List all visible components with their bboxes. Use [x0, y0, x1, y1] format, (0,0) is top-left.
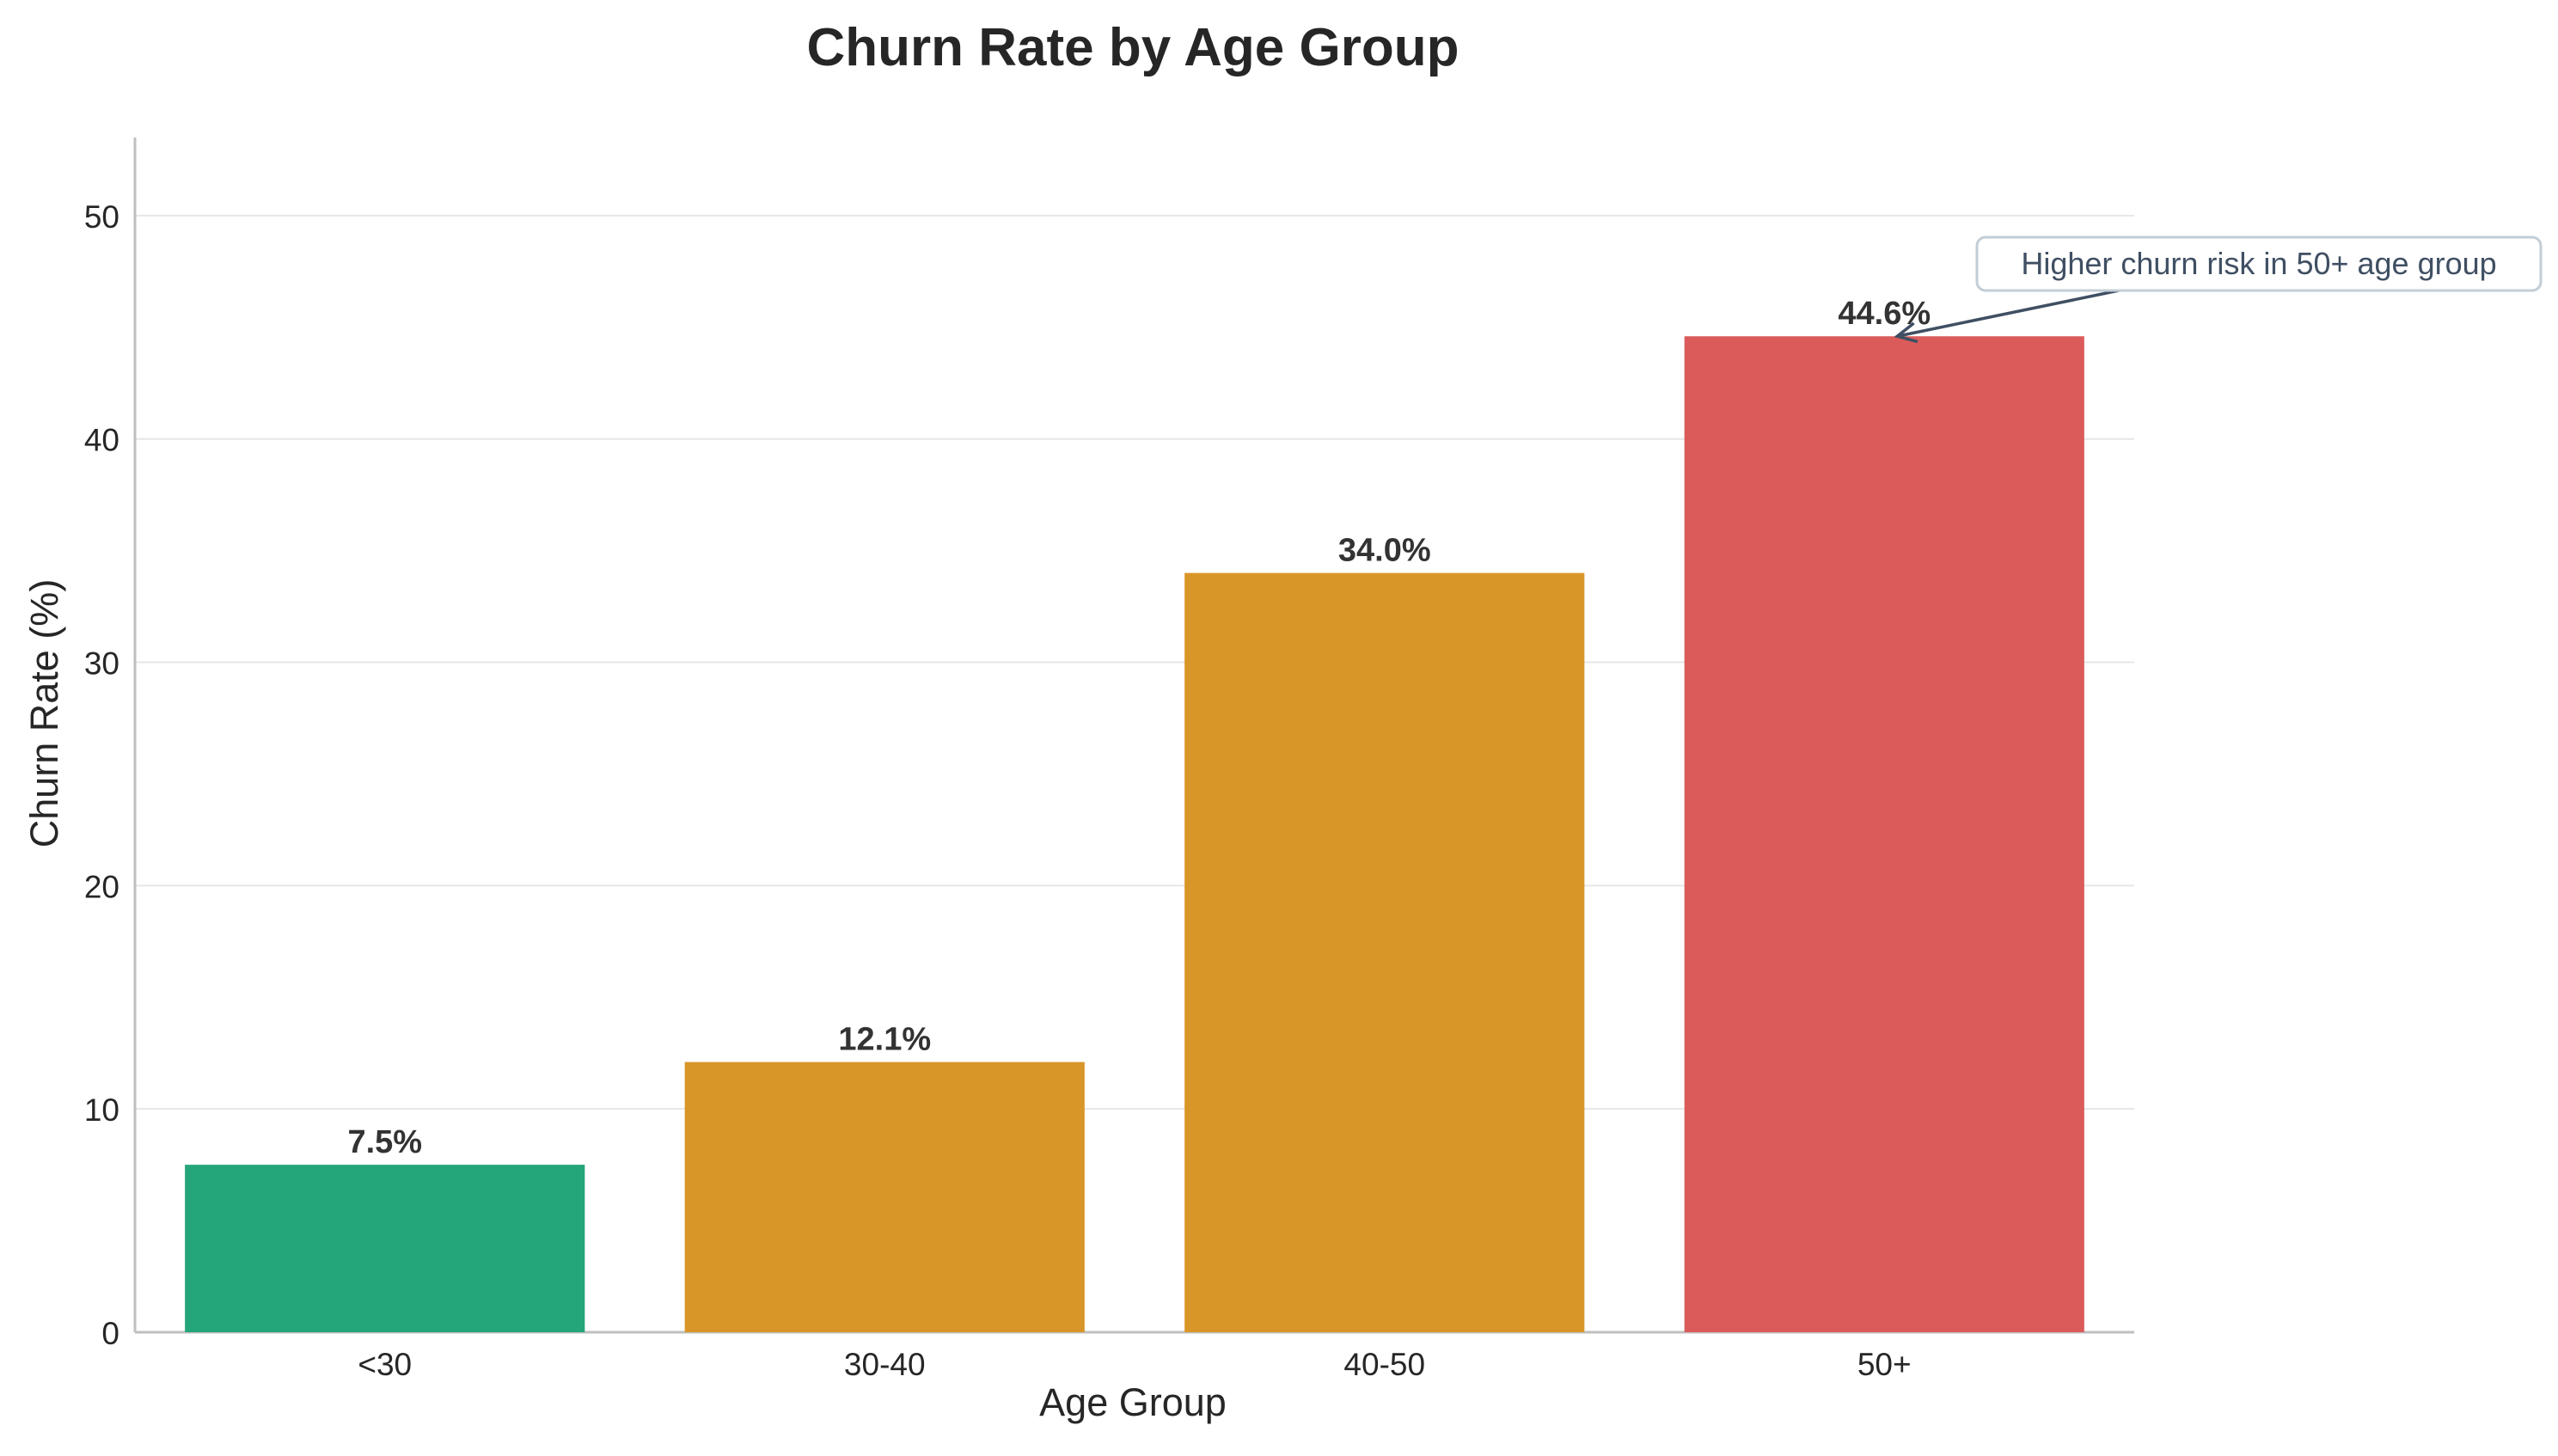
- x-tick-label: 30-40: [844, 1347, 926, 1382]
- y-tick-label: 20: [84, 869, 119, 904]
- x-tick-label: <30: [358, 1347, 412, 1382]
- annotation-arrow: [1896, 289, 2120, 338]
- y-tick-label: 40: [84, 423, 119, 458]
- y-tick-label: 10: [84, 1092, 119, 1128]
- bar: [684, 1061, 1085, 1332]
- annotation-text: Higher churn risk in 50+ age group: [2021, 246, 2496, 281]
- bar: [1684, 336, 2084, 1332]
- bar-value-label: 12.1%: [838, 1022, 931, 1058]
- x-tick-label: 40-50: [1343, 1347, 1425, 1382]
- bar: [185, 1165, 585, 1332]
- bar: [1184, 572, 1585, 1332]
- y-tick-label: 50: [84, 199, 119, 235]
- x-axis-label: Age Group: [1039, 1380, 1227, 1424]
- annotation-box: [1975, 236, 2543, 292]
- bar-value-label: 44.6%: [1838, 296, 1931, 332]
- x-tick-label: 50+: [1857, 1347, 1912, 1382]
- bar-value-label: 7.5%: [347, 1124, 422, 1160]
- annotation-arrowhead: [1894, 321, 1918, 344]
- y-tick-label: 30: [84, 646, 119, 682]
- chart-title: Churn Rate by Age Group: [806, 18, 1460, 77]
- y-tick-label: 0: [101, 1316, 119, 1351]
- bar-value-label: 34.0%: [1338, 533, 1431, 569]
